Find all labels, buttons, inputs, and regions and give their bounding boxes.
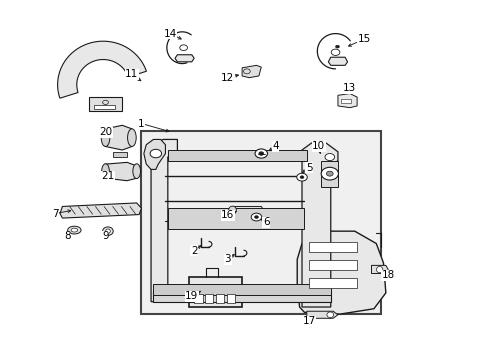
Circle shape	[325, 154, 334, 161]
Ellipse shape	[102, 164, 109, 179]
Polygon shape	[143, 139, 165, 170]
Text: 21: 21	[101, 171, 114, 181]
Polygon shape	[232, 207, 263, 213]
Circle shape	[300, 176, 304, 179]
Bar	[93, 104, 115, 109]
Polygon shape	[328, 57, 347, 66]
Polygon shape	[175, 55, 194, 62]
Bar	[226, 294, 235, 303]
Bar	[308, 242, 356, 252]
Text: 10: 10	[311, 141, 325, 152]
Ellipse shape	[67, 226, 81, 234]
Text: 19: 19	[185, 292, 198, 301]
Text: 9: 9	[102, 231, 109, 242]
Polygon shape	[105, 162, 137, 181]
Circle shape	[258, 152, 263, 155]
Text: 11: 11	[125, 69, 138, 79]
Polygon shape	[112, 152, 127, 157]
Text: 4: 4	[272, 141, 278, 152]
Polygon shape	[58, 41, 146, 98]
Ellipse shape	[101, 129, 110, 147]
Polygon shape	[153, 291, 330, 302]
Circle shape	[150, 149, 161, 158]
Bar	[194, 294, 203, 303]
Ellipse shape	[376, 266, 382, 273]
Polygon shape	[297, 231, 385, 314]
Text: 7: 7	[52, 208, 59, 219]
Circle shape	[254, 216, 258, 219]
Text: 1: 1	[138, 118, 144, 129]
Bar	[215, 294, 224, 303]
Text: 16: 16	[221, 210, 234, 220]
Polygon shape	[306, 311, 337, 318]
Circle shape	[296, 173, 306, 181]
Polygon shape	[242, 66, 261, 78]
Circle shape	[330, 49, 339, 55]
Circle shape	[180, 45, 187, 50]
Circle shape	[255, 149, 267, 158]
Text: 18: 18	[381, 270, 394, 280]
Circle shape	[326, 171, 332, 176]
Ellipse shape	[228, 206, 236, 214]
Bar	[204, 294, 213, 303]
Text: 8: 8	[64, 231, 70, 242]
Circle shape	[321, 167, 338, 180]
Ellipse shape	[326, 312, 333, 318]
Text: 2: 2	[190, 246, 197, 256]
Polygon shape	[153, 284, 330, 294]
Bar	[308, 260, 356, 270]
Polygon shape	[371, 265, 387, 274]
Ellipse shape	[71, 228, 78, 232]
Bar	[341, 99, 350, 103]
Polygon shape	[89, 97, 122, 111]
Text: 5: 5	[305, 163, 312, 173]
Text: 15: 15	[357, 34, 370, 44]
Polygon shape	[337, 94, 356, 108]
Bar	[141, 131, 380, 314]
Polygon shape	[167, 150, 306, 161]
Ellipse shape	[127, 129, 136, 147]
Bar	[308, 278, 356, 288]
Polygon shape	[105, 125, 132, 150]
Bar	[189, 277, 242, 307]
Polygon shape	[302, 143, 337, 307]
Text: 12: 12	[221, 73, 234, 83]
Text: 3: 3	[224, 255, 230, 264]
Text: 6: 6	[262, 217, 269, 227]
Ellipse shape	[102, 227, 113, 235]
Text: 13: 13	[343, 83, 356, 93]
Circle shape	[335, 45, 339, 48]
Text: 14: 14	[163, 28, 177, 39]
Ellipse shape	[133, 164, 140, 179]
Circle shape	[251, 213, 261, 221]
Polygon shape	[60, 203, 141, 218]
Polygon shape	[167, 208, 304, 229]
Text: 20: 20	[99, 127, 112, 138]
Polygon shape	[321, 161, 337, 187]
Text: 17: 17	[302, 316, 315, 326]
Polygon shape	[151, 139, 177, 302]
Ellipse shape	[105, 229, 110, 233]
